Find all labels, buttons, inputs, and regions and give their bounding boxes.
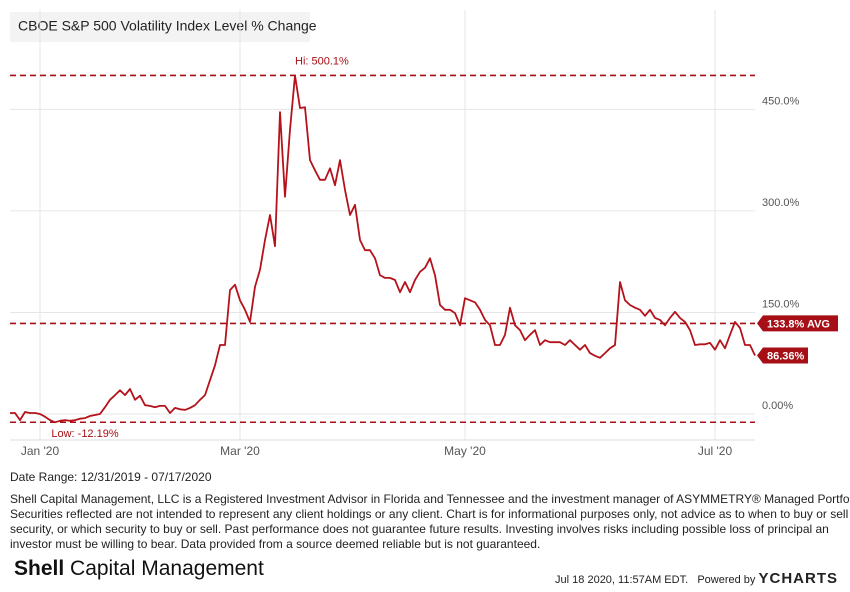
x-tick-label: Jan '20 bbox=[21, 444, 60, 458]
y-tick-label: 0.00% bbox=[762, 400, 793, 412]
powered-by: Powered by bbox=[697, 574, 756, 586]
series-line bbox=[10, 74, 756, 424]
disclaimer-line: Securities reflected are not intended to… bbox=[10, 507, 850, 521]
timestamp: Jul 18 2020, 11:57AM EDT. bbox=[555, 574, 689, 586]
brand-bold: Shell bbox=[14, 557, 65, 580]
brand: Shell Capital Management bbox=[14, 557, 264, 581]
title-box bbox=[10, 12, 310, 42]
avg-tag bbox=[757, 315, 838, 332]
last-value-label: 86.36% bbox=[767, 350, 805, 362]
chart: CBOE S&P 500 Volatility Index Level % Ch… bbox=[10, 10, 838, 458]
provider: YCHARTS bbox=[758, 570, 838, 587]
x-tick-label: Jul '20 bbox=[698, 444, 733, 458]
chart-title: CBOE S&P 500 Volatility Index Level % Ch… bbox=[18, 18, 317, 34]
disclaimer-line: Shell Capital Management, LLC is a Regis… bbox=[10, 492, 850, 506]
disclaimer-line: investor must be willing to bear. Data p… bbox=[10, 537, 541, 551]
avg-label: 133.8% AVG bbox=[767, 318, 830, 330]
last-value-tag bbox=[757, 347, 808, 364]
low-label: Low: -12.19% bbox=[51, 428, 118, 440]
y-tick-label: 450.0% bbox=[762, 95, 800, 107]
y-tick-label: 300.0% bbox=[762, 197, 800, 209]
date-range: Date Range: 12/31/2019 - 07/17/2020 bbox=[10, 470, 212, 484]
credits: Jul 18 2020, 11:57AM EDT. Powered by YCH… bbox=[555, 570, 838, 587]
brand-rest: Capital Management bbox=[70, 557, 264, 580]
disclaimer: Shell Capital Management, LLC is a Regis… bbox=[10, 492, 850, 552]
x-tick-label: Mar '20 bbox=[220, 444, 260, 458]
hi-label: Hi: 500.1% bbox=[295, 55, 349, 67]
y-tick-label: 150.0% bbox=[762, 298, 800, 310]
disclaimer-line: security, or which security to buy or se… bbox=[10, 522, 829, 536]
x-tick-label: May '20 bbox=[444, 444, 486, 458]
